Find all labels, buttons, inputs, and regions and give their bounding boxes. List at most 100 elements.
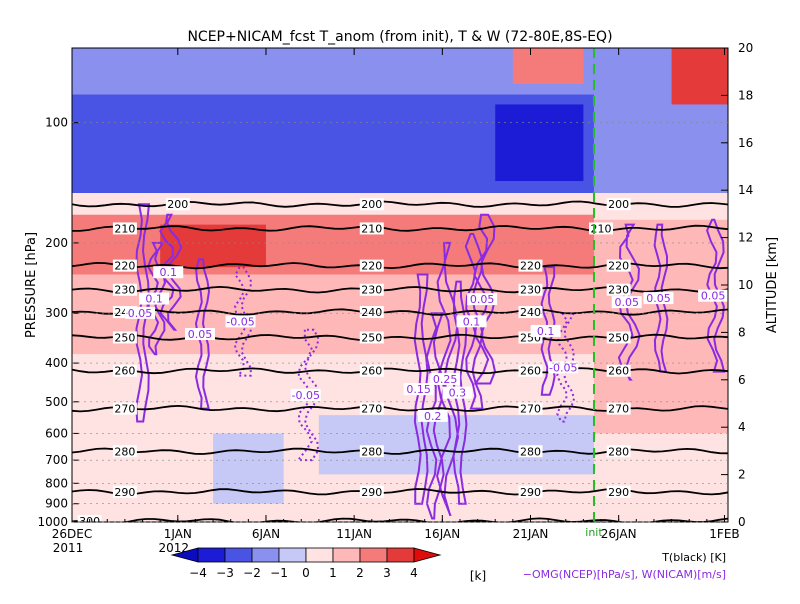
isotherm-label: 290 <box>608 486 629 499</box>
isotherm-label: 230 <box>608 284 629 297</box>
omega-label-bg <box>417 409 448 422</box>
colorbar-swatch <box>305 547 334 563</box>
pressure-tick-label: 500 <box>45 395 68 409</box>
isotherm-label: 270 <box>361 403 382 416</box>
anomaly-cell <box>72 193 594 215</box>
omega-label-bg <box>125 306 156 319</box>
omega-label: 0.25 <box>433 373 458 386</box>
pressure-tick-label: 900 <box>45 497 68 511</box>
isotherm-label: 200 <box>608 198 629 211</box>
isotherm-label-bg <box>77 515 102 522</box>
isotherm-label-bg <box>518 306 543 319</box>
isotherm-label: 300 <box>79 515 100 528</box>
contour-labels: 200 200 200 210 210 210 220 220 220 220 230 230 230 2… <box>77 198 728 528</box>
isotherm-label-bg <box>112 364 137 377</box>
isotherm-label-bg <box>359 445 384 458</box>
anomaly-cell <box>160 224 266 268</box>
colorbar: −4 −3 −2 −1 0 1 2 3 4 <box>170 547 442 580</box>
isotherm-label: 240 <box>361 306 382 319</box>
isotherm-label: 210 <box>114 222 135 235</box>
omega-contour-positive <box>413 273 429 505</box>
isotherm-label: 290 <box>361 486 382 499</box>
isotherm-label: 220 <box>520 260 541 273</box>
isotherm-label-bg <box>112 259 137 272</box>
isotherm-label-bg <box>518 445 543 458</box>
init-marker-label: init <box>585 526 603 539</box>
omega-label-bg <box>184 328 215 341</box>
omega-label: -0.05 <box>226 315 254 328</box>
isotherm-label: 280 <box>114 445 135 458</box>
isotherm-label: 270 <box>114 403 135 416</box>
omega-label: 0.05 <box>614 296 639 309</box>
omega-contour-positive <box>464 233 484 410</box>
altitude-tick-label: 16 <box>738 136 753 150</box>
colorbar-tick-label: −2 <box>243 566 261 580</box>
isotherm-label-bg <box>359 222 384 235</box>
omega-label-bg <box>643 292 674 305</box>
isotherm-label-bg <box>359 198 384 211</box>
isotherm-label: 250 <box>114 331 135 344</box>
omega-label-bg <box>442 386 473 399</box>
altitude-tick-label: 0 <box>738 515 746 529</box>
colorbar-swatch <box>251 547 280 563</box>
isotherm-label: 270 <box>520 403 541 416</box>
isotherm-label-bg <box>518 402 543 415</box>
altitude-tick-label: 10 <box>738 278 753 292</box>
isotherm-label-bg <box>606 198 631 211</box>
isotherm-label: 260 <box>114 365 135 378</box>
omega-label: 0.05 <box>701 290 726 303</box>
altitude-axis: 0 2 4 6 8 10 12 14 16 18 20 <box>721 41 753 529</box>
omega-label-bg <box>467 293 498 306</box>
pressure-tick-label: 1000 <box>37 515 68 529</box>
isotherm-label-bg <box>112 331 137 344</box>
isotherm-label-bg <box>359 283 384 296</box>
isotherm-label: 250 <box>361 331 382 344</box>
isotherm-label: 210 <box>361 222 382 235</box>
isotherm-label-bg <box>606 485 631 498</box>
omega-label-bg <box>611 296 642 309</box>
isotherm-label-bg <box>518 283 543 296</box>
isotherm-label: 210 <box>591 222 612 235</box>
isotherm-label: 200 <box>167 198 188 211</box>
isotherm-label: 280 <box>520 445 541 458</box>
isotherm-label: 230 <box>361 284 382 297</box>
colorbar-unit: [k] <box>470 569 486 583</box>
pressure-tick-label: 800 <box>45 476 68 490</box>
colorbar-tick-label: 3 <box>383 566 391 580</box>
colorbar-tick-label: 4 <box>410 566 418 580</box>
isotherm-label-bg <box>606 402 631 415</box>
legend-omega-w: −OMG(NCEP)[hPa/s], W(NICAM)[m/s] <box>523 568 726 581</box>
colorbar-tick-label: −1 <box>270 566 288 580</box>
isotherm-label: 270 <box>608 403 629 416</box>
pressure-tick-label: 200 <box>45 236 68 250</box>
isotherm-label: 240 <box>520 306 541 319</box>
x-tick-label: 6JAN <box>252 527 280 541</box>
x-tick-label: 26JAN <box>601 527 637 541</box>
anomaly-cell <box>213 433 284 504</box>
omega-label: 0.05 <box>646 292 671 305</box>
isotherm-label-bg <box>359 331 384 344</box>
pressure-tick-label: 300 <box>45 306 68 320</box>
colorbar-swatch <box>359 547 388 563</box>
isotherm-label-bg <box>165 198 190 211</box>
colorbar-swatch <box>224 547 253 563</box>
omega-label-bg <box>225 315 256 328</box>
omega-label-bg <box>548 361 579 374</box>
omega-label-bg <box>456 315 487 328</box>
pressure-axis-label: PRESSURE [hPa] <box>24 232 39 338</box>
isotherm-label-bg <box>112 485 137 498</box>
omega-contour-positive <box>425 312 445 520</box>
omega-label-bg <box>290 388 321 401</box>
isotherm-label: 230 <box>520 284 541 297</box>
omega-label-bg <box>139 292 170 305</box>
isotherm-label: 220 <box>114 260 135 273</box>
x-tick-sublabel: 2011 <box>53 541 84 555</box>
omega-label: 0.1 <box>159 266 177 279</box>
isotherm-label-bg <box>589 222 614 235</box>
altitude-tick-label: 18 <box>738 88 753 102</box>
pressure-tick-label: 600 <box>45 426 68 440</box>
omega-label-bg <box>403 383 434 396</box>
isotherm-label-bg <box>606 445 631 458</box>
x-tick-label: 26DEC <box>52 527 92 541</box>
